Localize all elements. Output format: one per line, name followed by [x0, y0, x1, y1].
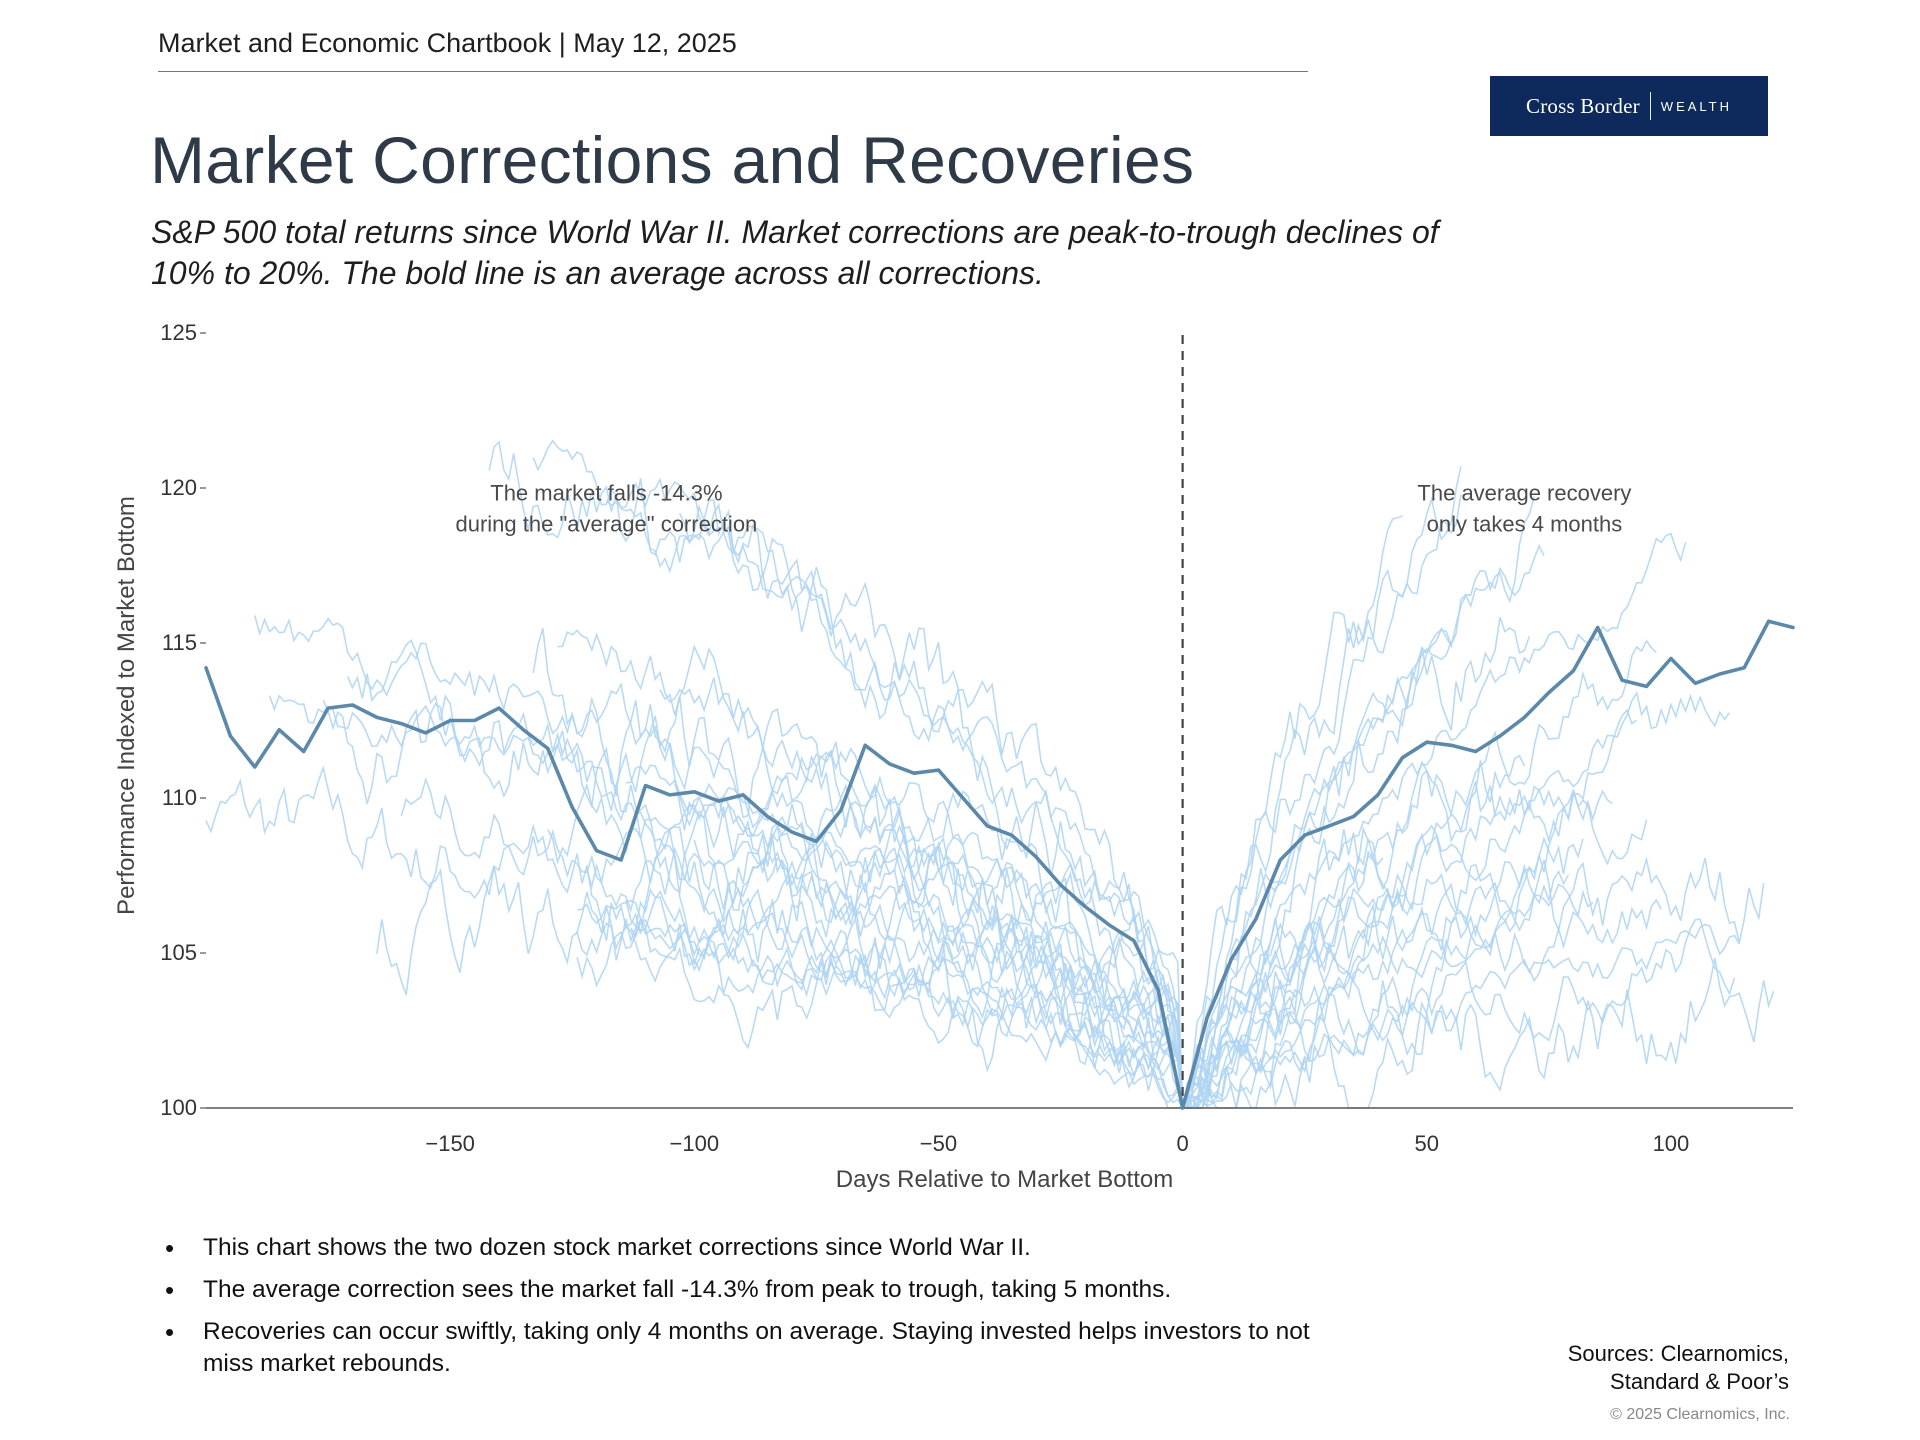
sources-line: Standard & Poor’s [1610, 1369, 1789, 1394]
individual-corrections-group [205, 439, 1775, 1111]
y-tick-label: 125 [160, 320, 197, 345]
correction-series-line [254, 615, 1731, 1111]
correction-series-line [547, 781, 1613, 1111]
copyright-note: © 2025 Clearnomics, Inc. [1610, 1406, 1790, 1423]
correction-series-line [376, 515, 1403, 1109]
sources-line: Sources: Clearnomics, [1567, 1341, 1789, 1366]
bullet-item: This chart shows the two dozen stock mar… [165, 1232, 1365, 1264]
correction-series-line [322, 617, 1531, 1109]
x-axis-label: Days Relative to Market Bottom [836, 1166, 1173, 1193]
logo-divider [1649, 92, 1651, 120]
correction-series-line [268, 543, 1545, 1109]
annotation-text: The average recovery [1417, 480, 1631, 505]
x-tick-label: −150 [425, 1131, 475, 1156]
annotation-text: only takes 4 months [1427, 511, 1623, 536]
x-tick-label: −50 [920, 1131, 957, 1156]
x-tick-label: 50 [1415, 1131, 1439, 1156]
correction-series-line [488, 440, 1775, 1110]
cross-border-wealth-logo: Cross Border WEALTH [1490, 76, 1768, 136]
y-axis-label: Performance Indexed to Market Bottom [113, 496, 140, 915]
correction-series-line [625, 494, 1462, 1109]
corrections-chart: 100 105 110 115 120 125 −150 −100 −50 0 50 100 Days … [113, 320, 1795, 1193]
annotation-text: during the "average" correction [456, 511, 758, 536]
sources-note: Sources: Clearnomics, Standard & Poor’s [1568, 1340, 1789, 1396]
y-tick-label: 120 [160, 475, 197, 500]
y-tick-label: 100 [160, 1095, 197, 1120]
page-title: Market Corrections and Recoveries [150, 123, 1195, 197]
annotation-text: The market falls -14.3% [490, 480, 722, 505]
correction-series-line [693, 532, 1687, 1110]
page-subtitle: S&P 500 total returns since World War II… [151, 214, 1439, 291]
correction-series-line [625, 764, 1384, 1109]
correction-series-line [630, 918, 1740, 1109]
correction-series-line [532, 439, 1594, 1111]
y-tick-label: 110 [162, 785, 197, 810]
average-correction-line [204, 619, 1795, 1110]
logo-sub-text: WEALTH [1660, 98, 1733, 114]
correction-series-line [576, 641, 1452, 1109]
chartbook-header: Market and Economic Chartbook | May 12, … [158, 28, 1308, 72]
bullet-list: This chart shows the two dozen stock mar… [165, 1232, 1365, 1390]
x-tick-label: 0 [1176, 1131, 1188, 1156]
bullet-item: Recoveries can occur swiftly, taking onl… [165, 1316, 1365, 1380]
correction-series-line [586, 496, 1535, 1109]
correction-series-line [576, 869, 1570, 1110]
bullet-item: The average correction sees the market f… [165, 1274, 1365, 1306]
correction-series-line [346, 465, 1462, 1109]
x-tick-label: −100 [670, 1131, 720, 1156]
correction-series-line [674, 765, 1648, 1109]
y-tick-label: 105 [160, 940, 197, 965]
x-tick-label: 100 [1653, 1131, 1690, 1156]
correction-series-line [605, 477, 1662, 1109]
correction-series-line [557, 629, 1638, 1109]
y-tick-label: 115 [162, 630, 197, 655]
logo-main-text: Cross Border [1525, 93, 1640, 118]
correction-series-line [659, 644, 1408, 1111]
